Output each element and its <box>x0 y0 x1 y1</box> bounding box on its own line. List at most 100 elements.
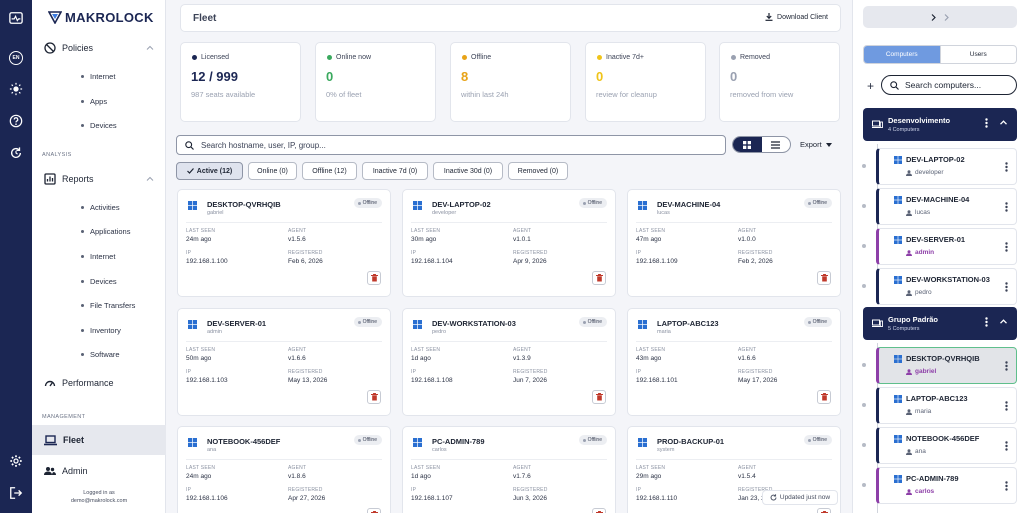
logout-icon[interactable] <box>8 485 24 501</box>
agent-value: v1.6.6 <box>288 355 306 362</box>
filter-chip[interactable]: Inactive 30d (0) <box>433 162 503 180</box>
more-icon[interactable] <box>1005 202 1008 212</box>
filter-chip[interactable]: Offline (12) <box>302 162 357 180</box>
group-header[interactable]: Desenvolvimento 4 Computers <box>863 108 1017 141</box>
delete-button[interactable] <box>367 390 381 404</box>
nav-policies-devices[interactable]: Devices <box>81 120 117 130</box>
device-card[interactable]: DEV-SERVER-01 admin Offline LAST SEEN 50… <box>177 308 391 416</box>
more-icon[interactable] <box>1005 401 1008 411</box>
add-computer-button[interactable]: + <box>867 79 875 93</box>
computer-search-input[interactable] <box>905 80 1013 90</box>
filter-chip[interactable]: Removed (0) <box>508 162 568 180</box>
computer-item[interactable]: DEV-LAPTOP-02 developer <box>862 148 1017 185</box>
filter-chip[interactable]: Active (12) <box>176 162 243 180</box>
nav-reports-activities[interactable]: Activities <box>81 202 120 212</box>
settings-icon[interactable] <box>8 453 24 469</box>
computer-item[interactable]: DEV-MACHINE-04 lucas <box>862 188 1017 225</box>
windows-icon <box>894 435 902 443</box>
windows-icon <box>638 201 647 210</box>
delete-button[interactable] <box>817 390 831 404</box>
view-toggle[interactable] <box>732 136 791 153</box>
more-icon[interactable] <box>1005 282 1008 292</box>
computer-search[interactable] <box>881 75 1017 95</box>
computer-item[interactable]: NOTEBOOK-456DEF ana <box>862 427 1017 464</box>
delete-button[interactable] <box>367 508 381 513</box>
refresh-icon[interactable] <box>8 145 24 161</box>
last-seen-value: 1d ago <box>411 355 431 362</box>
chevron-right-icon[interactable] <box>931 13 936 21</box>
ip-label: IP <box>186 487 192 493</box>
ip-value: 192.168.1.108 <box>411 377 453 384</box>
tab-computers[interactable]: Computers <box>864 46 941 63</box>
status-dot <box>597 55 602 60</box>
delete-button[interactable] <box>592 271 606 285</box>
nav-policies-internet[interactable]: Internet <box>80 71 116 81</box>
tab-users[interactable]: Users <box>969 51 987 58</box>
more-icon[interactable] <box>985 118 988 128</box>
filter-chip[interactable]: Online (0) <box>248 162 297 180</box>
more-icon[interactable] <box>985 317 988 327</box>
delete-button[interactable] <box>592 390 606 404</box>
logo: MAKROLOCK <box>48 10 154 25</box>
device-card[interactable]: DESKTOP-QVRHQIB gabriel Offline LAST SEE… <box>177 189 391 297</box>
delete-button[interactable] <box>367 271 381 285</box>
nav-reports-software[interactable]: Software <box>81 349 120 359</box>
device-card[interactable]: LAPTOP-ABC123 maria Offline LAST SEEN 43… <box>627 308 841 416</box>
agent-label: AGENT <box>513 347 532 353</box>
device-card[interactable]: PC-ADMIN-789 carlos Offline LAST SEEN 1d… <box>402 426 616 513</box>
device-card[interactable]: DEV-LAPTOP-02 developer Offline LAST SEE… <box>402 189 616 297</box>
grid-view-button[interactable] <box>733 137 762 152</box>
nav-fleet[interactable]: Fleet <box>32 425 166 455</box>
computer-item[interactable]: DEV-SERVER-01 admin <box>862 228 1017 265</box>
computer-item[interactable]: DESKTOP-QVRHQIB gabriel <box>862 347 1017 384</box>
computer-item[interactable]: DEV-WORKSTATION-03 pedro <box>862 268 1017 305</box>
more-icon[interactable] <box>1005 441 1008 451</box>
computer-item[interactable]: LAPTOP-ABC123 maria <box>862 387 1017 424</box>
nav-reports-internet[interactable]: Internet <box>80 251 116 261</box>
nav-reports-inventory[interactable]: Inventory <box>81 325 121 335</box>
nav-reports-devices[interactable]: Devices <box>81 276 117 286</box>
person-icon <box>906 289 912 296</box>
delete-button[interactable] <box>817 508 831 513</box>
nav-policies[interactable]: Policies <box>44 40 154 56</box>
export-button[interactable]: Export <box>800 140 832 149</box>
download-client-button[interactable]: Download Client <box>765 13 828 21</box>
more-icon[interactable] <box>1005 162 1008 172</box>
device-card[interactable]: PROD-BACKUP-01 system Offline LAST SEEN … <box>627 426 841 513</box>
computer-item[interactable]: PC-ADMIN-789 carlos <box>862 467 1017 504</box>
language-button[interactable]: EN <box>8 50 24 66</box>
filter-chip[interactable]: Inactive 7d (0) <box>362 162 428 180</box>
panel-tabs: Computers Users <box>863 45 1017 64</box>
chevron-up-icon[interactable] <box>1000 120 1007 125</box>
nav-policies-apps[interactable]: Apps <box>80 96 108 106</box>
device-card[interactable]: DEV-MACHINE-04 lucas Offline LAST SEEN 4… <box>627 189 841 297</box>
more-icon[interactable] <box>1005 361 1008 371</box>
nav-reports[interactable]: Reports <box>44 171 154 187</box>
users-icon <box>44 467 56 475</box>
list-view-button[interactable] <box>762 137 791 152</box>
computer-user: maria <box>906 408 931 415</box>
check-icon <box>186 168 194 174</box>
nav-reports-file-transfers[interactable]: File Transfers <box>80 300 136 310</box>
chevron-right-icon[interactable] <box>944 13 949 21</box>
delete-button[interactable] <box>592 508 606 513</box>
search-input[interactable] <box>201 140 701 150</box>
chevron-up-icon[interactable] <box>1000 319 1007 324</box>
search-bar[interactable] <box>176 135 726 155</box>
registered-label: REGISTERED <box>738 369 773 375</box>
last-seen-value: 29m ago <box>636 473 662 480</box>
group-header[interactable]: Grupo Padrão 5 Computers <box>863 307 1017 340</box>
more-icon[interactable] <box>1005 481 1008 491</box>
nav-reports-applications[interactable]: Applications <box>80 226 131 236</box>
help-icon[interactable] <box>8 113 24 129</box>
pulse-icon[interactable] <box>8 10 24 26</box>
nav-performance[interactable]: Performance <box>44 375 154 391</box>
delete-button[interactable] <box>817 271 831 285</box>
device-card[interactable]: DEV-WORKSTATION-03 pedro Offline LAST SE… <box>402 308 616 416</box>
device-user: lucas <box>657 210 670 216</box>
more-icon[interactable] <box>1005 242 1008 252</box>
theme-icon[interactable] <box>8 81 24 97</box>
device-card[interactable]: NOTEBOOK-456DEF ana Offline LAST SEEN 24… <box>177 426 391 513</box>
nav-admin[interactable]: Admin <box>44 465 88 477</box>
stat-label: Licensed <box>192 54 229 61</box>
